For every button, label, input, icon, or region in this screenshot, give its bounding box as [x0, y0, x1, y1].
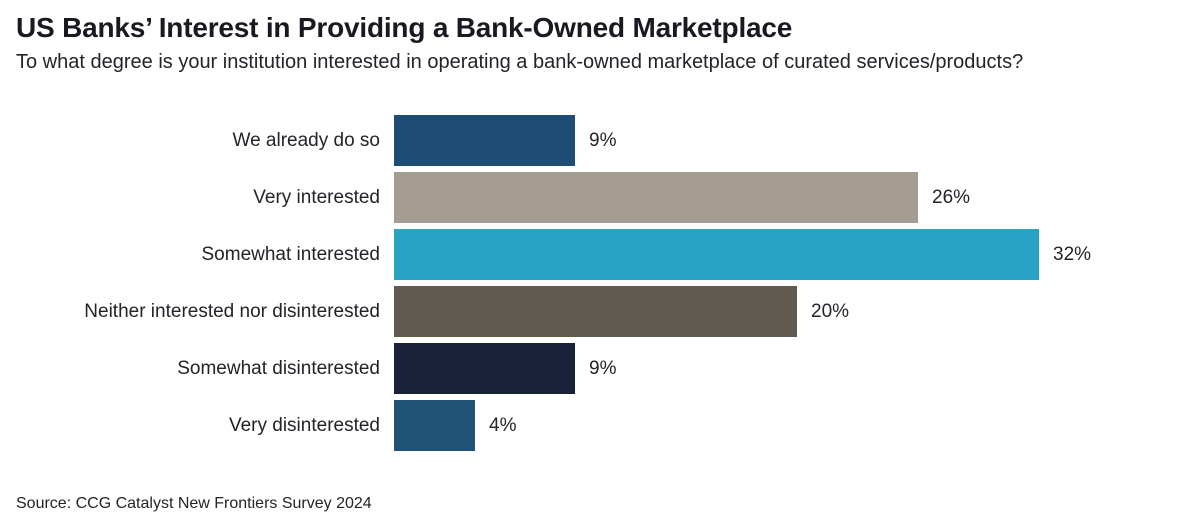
chart-row: Very interested 26%	[0, 172, 1200, 223]
category-label: We already do so	[232, 129, 380, 151]
bar	[394, 400, 475, 451]
bar	[394, 343, 575, 394]
source-note: Source: CCG Catalyst New Frontiers Surve…	[16, 495, 372, 512]
chart-subtitle: To what degree is your institution inter…	[16, 51, 1024, 73]
category-label: Somewhat interested	[201, 243, 381, 265]
value-label: 4%	[489, 414, 517, 436]
chart-row: Neither interested nor disinterested 20%	[0, 286, 1200, 337]
chart-row: Somewhat disinterested 9%	[0, 343, 1200, 394]
value-label: 9%	[589, 129, 617, 151]
bar-track: 9%	[394, 115, 1200, 166]
value-label: 20%	[811, 300, 850, 322]
bar-track: 26%	[394, 172, 1200, 223]
value-label: 9%	[589, 357, 617, 379]
value-label: 26%	[932, 186, 971, 208]
category-label: Very interested	[253, 186, 380, 208]
chart-header: US Banks’ Interest in Providing a Bank-O…	[0, 0, 1200, 75]
bar	[394, 115, 575, 166]
horizontal-bar-chart: We already do so 9% Very interested 26% Some…	[0, 115, 1200, 451]
value-label: 32%	[1053, 243, 1092, 265]
chart-title: US Banks’ Interest in Providing a Bank-O…	[16, 12, 793, 43]
bar-track: 9%	[394, 343, 1200, 394]
bar-track: 4%	[394, 400, 1200, 451]
chart-row: We already do so 9%	[0, 115, 1200, 166]
chart-row: Very disinterested 4%	[0, 400, 1200, 451]
bar	[394, 286, 797, 337]
bar	[394, 229, 1039, 280]
chart-row: Somewhat interested 32%	[0, 229, 1200, 280]
category-label: Very disinterested	[228, 414, 380, 436]
bar-track: 20%	[394, 286, 1200, 337]
category-label: Neither interested nor disinterested	[84, 300, 380, 322]
category-label: Somewhat disinterested	[177, 357, 380, 379]
bar-track: 32%	[394, 229, 1200, 280]
chart-footer: Source: CCG Catalyst New Frontiers Surve…	[0, 457, 1200, 513]
bar	[394, 172, 918, 223]
